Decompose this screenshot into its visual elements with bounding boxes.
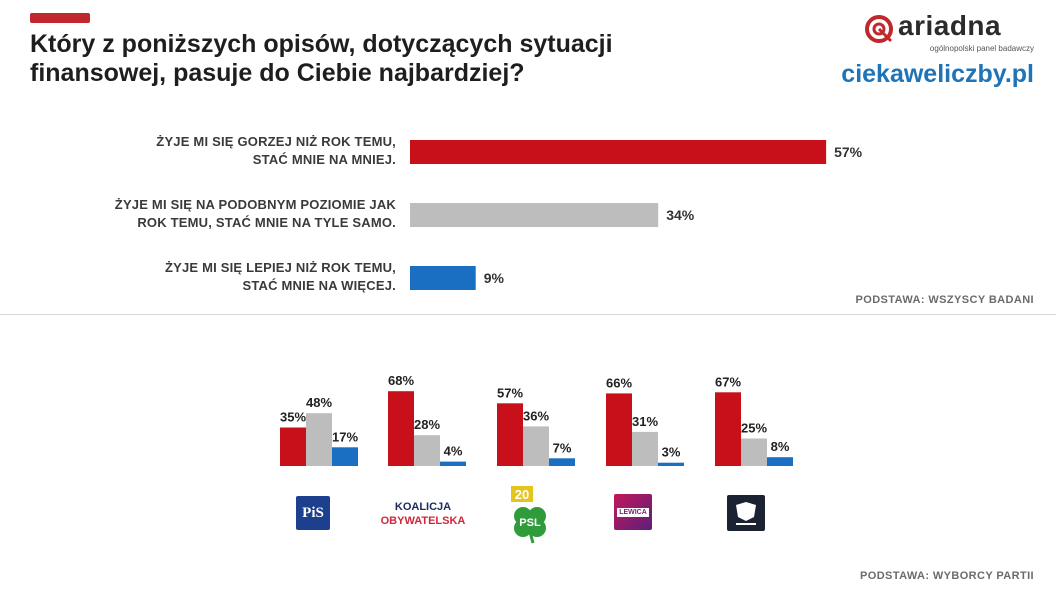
accent-bar [30,13,90,23]
pis-logo-text: PiS [302,504,324,521]
vbar-value-label-g0-s0: 35% [280,410,306,425]
vbar-value-label-g3-s1: 31% [632,414,658,429]
vbar-g1-s0 [388,391,414,466]
vbar-value-label-g1-s0: 68% [388,373,414,388]
vbar-value-label-g3-s2: 3% [662,445,681,460]
vbar-value-label-g2-s2: 7% [553,440,572,455]
hbar-1 [410,203,659,227]
vbar-value-label-g0-s1: 48% [306,395,332,410]
vbar-value-label-g4-s0: 67% [715,374,741,389]
vbar-g1-s2 [440,461,466,466]
ko-logo-line2: OBYWATELSKA [380,515,466,527]
vbar-g3-s1 [632,431,658,466]
vbar-g4-s2 [767,457,793,466]
vbar-g4-s0 [715,392,741,466]
chart-title: Który z poniższych opisów, dotyczących s… [30,30,613,87]
vbar-value-label-g0-s2: 17% [332,429,358,444]
pis-logo: PiS [296,496,330,530]
basis-party-voters: PODSTAWA: WYBORCY PARTII [860,570,1034,582]
category-label-line: ŻYJE MI SIĘ GORZEJ NIŻ ROK TEMU, [156,134,396,149]
hbar-0 [410,140,827,164]
psl-badge-text: 20 [515,487,529,502]
vbar-g0-s2 [332,447,358,466]
vbar-value-label-g4-s2: 8% [771,439,790,454]
category-label-line: STAĆ MNIE NA MNIEJ. [252,152,396,167]
vbar-value-label-g3-s0: 66% [606,375,632,390]
basis-all-respondents: PODSTAWA: WSZYSCY BADANI [855,294,1034,306]
site-url: ciekaweliczby.pl [841,60,1034,88]
vbar-g3-s2 [658,462,684,466]
psl-logo-text: PSL [519,517,541,529]
category-label-line: STAĆ MNIE NA WIĘCEJ. [242,278,396,293]
psl-logo: 20 PSL [505,486,555,544]
ariadna-wordmark: ariadna [898,10,1002,41]
category-label-2: ŻYJE MI SIĘ LEPIEJ NIŻ ROK TEMU, STAĆ MNI… [26,259,396,295]
vbar-value-label-g1-s1: 28% [414,417,440,432]
vbar-g0-s0 [280,427,306,466]
vbar-g2-s2 [549,458,575,466]
hbar-value-label-0: 57% [834,144,863,160]
vbar-g2-s1 [523,426,549,466]
category-label-1: ŻYJE MI SIĘ NA PODOBNYM POZIOMIE JAK ROK … [26,196,396,232]
vbar-value-label-g1-s2: 4% [444,444,463,459]
psl-clover-icon: 20 PSL [511,486,546,544]
lewica-logo: LEWICA [614,494,652,530]
vbar-value-label-g2-s0: 57% [497,385,523,400]
vbar-g0-s1 [306,413,332,466]
vbar-value-label-g2-s1: 36% [523,408,549,423]
category-label-line: ŻYJE MI SIĘ NA PODOBNYM POZIOMIE JAK [114,197,396,212]
konfederacja-logo [727,495,765,531]
vbar-g3-s0 [606,393,632,466]
section-divider [0,314,1056,315]
ariadna-logo: ariadna ogólnopolski panel badawczy [834,10,1034,58]
category-label-line: ROK TEMU, STAĆ MNIE NA TYLE SAMO. [137,215,396,230]
konfederacja-emblem-icon [736,502,756,525]
vbar-g2-s0 [497,403,523,466]
ko-logo-line1: KOALICJA [394,501,452,513]
lewica-logo-text: LEWICA [617,507,649,517]
ariadna-mark-icon [865,15,893,43]
ariadna-tagline: ogólnopolski panel badawczy [929,44,1034,53]
vbar-g4-s1 [741,438,767,466]
hbar-value-label-1: 34% [666,207,695,223]
hbar-2 [410,266,476,290]
category-label-line: ŻYJE MI SIĘ LEPIEJ NIŻ ROK TEMU, [164,260,396,275]
vbar-g1-s1 [414,435,440,466]
vbar-value-label-g4-s1: 25% [741,421,767,436]
ko-logo: KOALICJA OBYWATELSKA [376,497,470,531]
hbar-value-label-2: 9% [484,270,505,286]
category-label-0: ŻYJE MI SIĘ GORZEJ NIŻ ROK TEMU, STAĆ MNI… [26,133,396,169]
